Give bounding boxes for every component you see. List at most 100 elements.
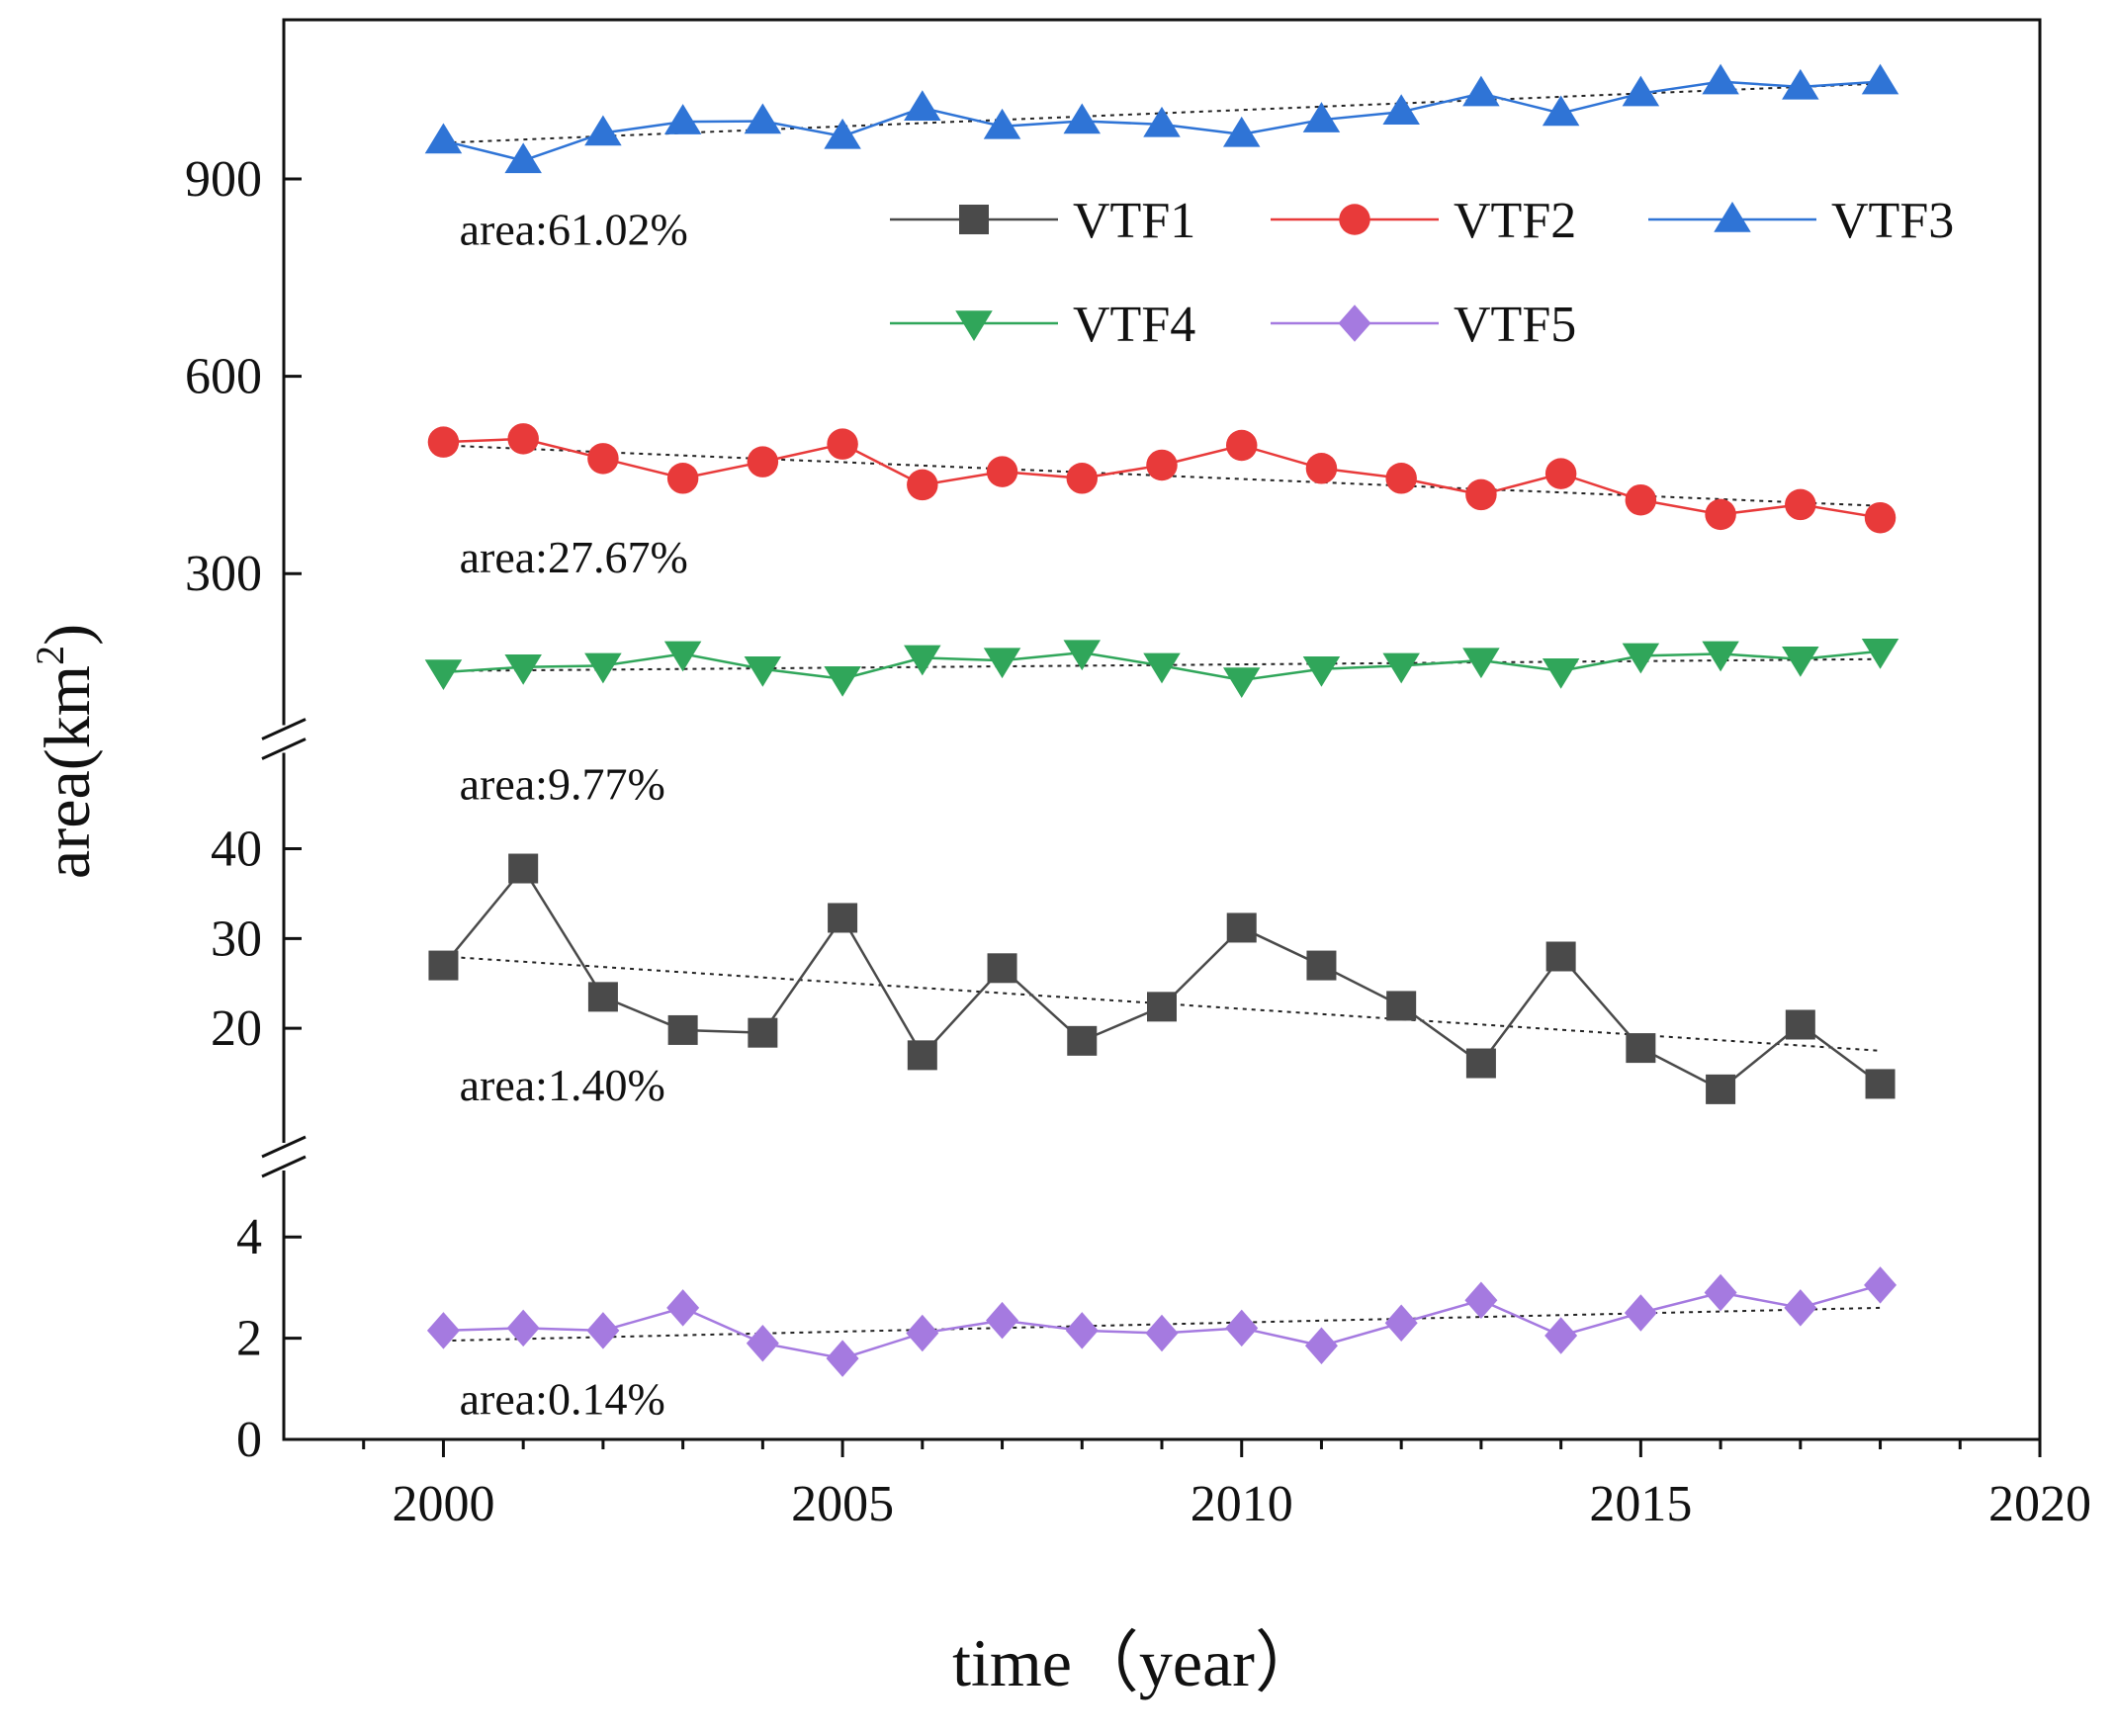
data-point-vtf5	[1384, 1304, 1418, 1342]
data-point-vtf5	[666, 1289, 700, 1327]
y-axis-label-close: )	[32, 624, 104, 646]
data-point-vtf3	[1063, 103, 1102, 134]
data-point-vtf2	[427, 426, 460, 458]
legend-label: VTF5	[1454, 297, 1576, 353]
data-point-vtf4	[1702, 641, 1739, 672]
data-point-vtf2	[1544, 458, 1577, 489]
data-point-vtf1	[1465, 1048, 1496, 1079]
data-point-vtf2	[1864, 501, 1896, 534]
legend-item-vtf1: VTF1	[890, 193, 1195, 249]
legend-item-vtf5: VTF5	[1271, 297, 1576, 353]
data-point-vtf3	[1302, 102, 1341, 132]
data-point-vtf3	[663, 104, 702, 134]
data-point-vtf2	[1625, 483, 1657, 516]
axis-break-mark	[261, 1155, 307, 1178]
series-vtf2	[427, 423, 1896, 534]
data-point-vtf5	[1304, 1327, 1338, 1365]
area-annotation: area:0.14%	[460, 1373, 665, 1424]
data-point-vtf5	[506, 1309, 540, 1347]
data-point-vtf1	[987, 953, 1017, 984]
data-point-vtf3	[1622, 75, 1660, 107]
data-point-vtf5	[426, 1312, 460, 1349]
trend-lines	[443, 82, 1881, 1343]
y-tick-label: 40	[211, 822, 262, 878]
data-point-vtf3	[584, 115, 622, 146]
legend-marker	[955, 310, 993, 341]
series-vtf3	[424, 63, 1899, 174]
data-point-vtf4	[1462, 648, 1500, 679]
data-point-vtf4	[584, 652, 622, 684]
x-tick-label: 2000	[392, 1476, 494, 1532]
data-point-vtf4	[1622, 643, 1660, 674]
data-point-vtf4	[1063, 640, 1102, 671]
data-point-vtf5	[1864, 1266, 1897, 1304]
data-point-vtf2	[986, 456, 1018, 487]
legend-label: VTF3	[1831, 193, 1954, 249]
legend-marker	[1338, 304, 1371, 342]
data-point-vtf2	[1385, 463, 1417, 494]
data-point-vtf4	[1782, 646, 1819, 677]
data-point-vtf4	[1542, 657, 1580, 689]
y-tick-label: 900	[185, 151, 262, 208]
axis-break-gap	[280, 1143, 288, 1171]
x-axis-label: time（year）	[952, 1625, 1322, 1700]
legend-label: VTF2	[1454, 193, 1576, 249]
y-tick-label: 2	[236, 1311, 262, 1367]
data-point-vtf1	[1626, 1033, 1656, 1064]
legend-marker	[959, 205, 989, 234]
data-point-vtf1	[428, 950, 459, 981]
data-point-vtf2	[1066, 463, 1099, 494]
axis-break-mark	[261, 718, 307, 740]
data-point-vtf5	[1624, 1294, 1657, 1332]
legend-item-vtf3: VTF3	[1648, 193, 1954, 249]
axis-break-mark	[261, 1135, 307, 1159]
data-point-vtf1	[1706, 1074, 1736, 1104]
data-point-vtf1	[1226, 912, 1257, 943]
y-tick-label: 0	[236, 1412, 262, 1468]
data-point-vtf2	[1465, 478, 1497, 511]
data-point-vtf3	[424, 123, 463, 154]
data-point-vtf5	[1464, 1281, 1498, 1319]
axis-breaks	[261, 718, 307, 1178]
data-point-vtf1	[1147, 992, 1177, 1022]
data-point-vtf1	[1067, 1025, 1098, 1056]
data-point-vtf2	[1305, 453, 1338, 484]
y-tick-label: 600	[185, 349, 262, 405]
y-tick-label: 30	[211, 911, 262, 967]
data-point-vtf4	[1222, 667, 1261, 699]
data-point-vtf1	[667, 1014, 698, 1045]
data-point-vtf2	[907, 469, 938, 501]
data-point-vtf3	[1462, 75, 1500, 107]
area-annotation: area:61.02%	[460, 205, 688, 255]
legend-marker	[1714, 202, 1751, 232]
data-point-vtf4	[504, 653, 542, 685]
series-vtf1	[428, 853, 1896, 1104]
data-point-vtf4	[663, 641, 702, 672]
data-point-vtf3	[1702, 63, 1739, 95]
data-point-vtf2	[1146, 449, 1178, 481]
series-vtf4	[424, 639, 1899, 699]
data-point-vtf4	[424, 659, 463, 691]
data-point-vtf3	[1143, 106, 1181, 137]
data-point-vtf3	[1382, 94, 1420, 125]
data-point-vtf2	[666, 463, 699, 494]
data-point-vtf5	[906, 1314, 939, 1352]
data-point-vtf4	[1382, 652, 1420, 684]
x-tick-label: 2015	[1589, 1476, 1692, 1532]
data-point-vtf1	[1865, 1069, 1896, 1099]
y-axis-ticks: 0 2 4 20 30 40 300 600 900	[185, 151, 302, 1468]
area-annotation: area:1.40%	[460, 1060, 665, 1110]
legend-marker	[1339, 204, 1370, 235]
x-tick-label: 2005	[791, 1476, 894, 1532]
data-point-vtf1	[907, 1040, 937, 1071]
data-point-vtf4	[824, 665, 861, 697]
data-point-vtf4	[1143, 652, 1181, 684]
data-point-vtf3	[744, 103, 782, 134]
series-line-vtf1	[442, 866, 1882, 1091]
y-axis-label-superscript: 2	[28, 646, 72, 665]
data-point-vtf1	[748, 1017, 778, 1048]
data-point-vtf3	[983, 108, 1021, 139]
area-annotation: area:27.67%	[460, 532, 688, 582]
data-point-vtf1	[587, 982, 618, 1012]
